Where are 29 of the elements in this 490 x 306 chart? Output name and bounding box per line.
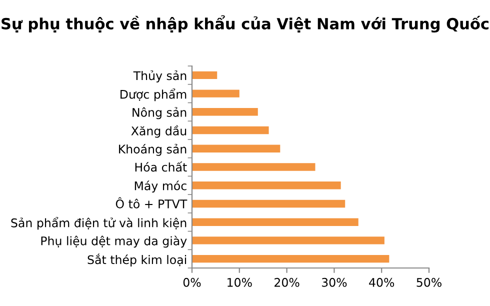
y-tick-label: Hóa chất xyxy=(135,162,187,172)
x-tick-label: 10% xyxy=(228,278,252,287)
bar xyxy=(192,71,218,80)
bar xyxy=(192,126,269,134)
x-tick-label: 50% xyxy=(416,278,442,287)
y-tick-label: Sản phẩm điện tử và linh kiện xyxy=(11,217,186,230)
y-tick-label: Ô tô + PTVT xyxy=(116,197,188,208)
bar xyxy=(192,108,258,116)
y-tick-label: Phụ liệu dệt may da giày xyxy=(41,236,187,248)
bar xyxy=(192,163,316,171)
chart-title: Sự phụ thuộc về nhập khẩu của Việt Nam với Trung Quốc xyxy=(2,15,488,33)
y-tick-label: Sắt thép kim loại xyxy=(88,254,186,266)
y-tick-label: Thủy sản xyxy=(133,70,186,82)
y-tick-label: Máy móc xyxy=(134,180,186,193)
y-tick-label: Khoáng sản xyxy=(119,144,186,156)
y-tick-label: Xăng dầu xyxy=(131,125,186,138)
y-tick-label: Nông sản xyxy=(132,107,186,120)
x-tick-label: 0% xyxy=(183,278,201,287)
bar xyxy=(192,236,384,244)
x-tick-label: 20% xyxy=(274,278,300,287)
bar xyxy=(192,144,280,152)
y-tick-label: Dược phẩm xyxy=(120,88,186,102)
bar xyxy=(192,90,240,98)
bar xyxy=(192,254,390,263)
bar xyxy=(192,218,358,226)
bar xyxy=(192,182,341,190)
x-tick-label: 30% xyxy=(322,278,347,287)
x-tick-label: 40% xyxy=(369,278,394,287)
bar xyxy=(192,200,346,208)
